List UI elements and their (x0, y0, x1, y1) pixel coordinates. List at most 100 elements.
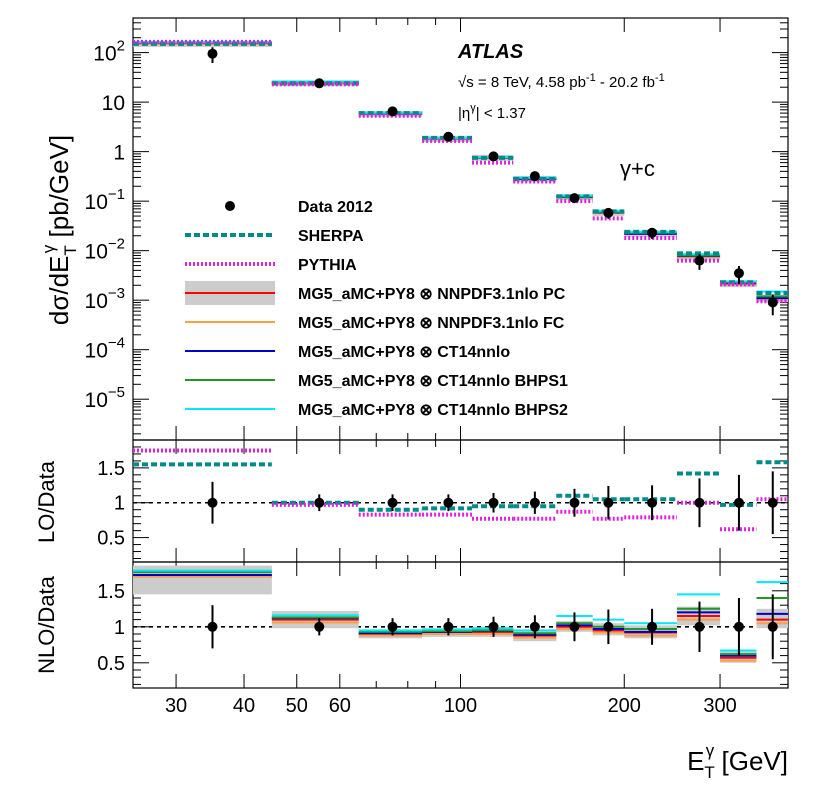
y-tick-label: 10−2 (85, 236, 125, 264)
nlo-data-point (488, 621, 499, 632)
lo-data-point (603, 497, 614, 508)
lo-data-point (767, 497, 778, 508)
y-tick-base: 10 (85, 191, 108, 214)
y-axis-title-nlo: NLO/Data (34, 575, 59, 674)
y-tick-label: 10−3 (85, 285, 125, 313)
legend-label: SHERPA (298, 228, 364, 245)
y-tick-base: 10 (102, 92, 125, 115)
x-axis-title: ETγ [GeV] (687, 741, 788, 782)
lo-data-point (647, 497, 658, 508)
nlo-data-point (767, 621, 778, 632)
data-point (733, 268, 744, 279)
lo-data-point (387, 497, 398, 508)
y-title-sub: T (61, 245, 80, 255)
experiment-label: ATLAS (457, 41, 524, 63)
lo-data-point (443, 497, 454, 508)
ratio-tick-label: 0.5 (97, 528, 125, 550)
y-tick-label: 10 (102, 92, 125, 115)
y-tick-exp: −4 (108, 335, 125, 352)
process-label: γ+c (620, 156, 655, 181)
y-tick-exp: −1 (108, 186, 125, 203)
x-title-sub: T (704, 763, 714, 782)
y-title-unit: [pb/GeV] (44, 135, 74, 245)
data-point (694, 255, 705, 266)
lo-data-point (314, 497, 325, 508)
legend-marker-data (225, 201, 235, 211)
y-tick-exp: −3 (108, 285, 125, 302)
legend-label: MG5_aMC+PY8 ⊗ CT14nnlo (298, 344, 510, 361)
nlo-ratio-panel: 30 40 50 60 100 200 300 0.5 1 1.5 (97, 561, 789, 717)
nlo-data-point (387, 621, 398, 632)
x-tick-label: 100 (444, 695, 477, 717)
x-title-main: E (687, 746, 704, 776)
nlo-data-point (569, 621, 580, 632)
data-point (488, 151, 499, 162)
y-title-main: dσ/dE (44, 256, 74, 326)
y-tick-base: 10 (85, 290, 108, 313)
legend-label: MG5_aMC+PY8 ⊗ NNPDF3.1nlo PC (298, 286, 566, 303)
data-point (603, 207, 614, 218)
ratio-tick-label: 0.5 (97, 653, 125, 675)
legend: Data 2012 SHERPA PYTHIA MG5_aMC+PY8 ⊗ NNPDF… (185, 199, 568, 419)
y-tick-exp: −2 (108, 236, 125, 253)
ratio-tick-label: 1 (114, 617, 125, 639)
x-tick-label: 40 (233, 695, 255, 717)
x-tick-label: 50 (286, 695, 308, 717)
y-tick-base: 10 (85, 340, 108, 363)
lumi-exp-1: -1 (586, 72, 596, 84)
y-tick-label: 10−4 (85, 335, 125, 363)
x-tick-label: 200 (608, 695, 641, 717)
y-axis-title-lo: LO/Data (34, 460, 59, 543)
ratio-tick-label: 1 (114, 493, 125, 515)
lumi-exp-2: -1 (655, 72, 665, 84)
legend-label: MG5_aMC+PY8 ⊗ CT14nnlo BHPS2 (298, 402, 568, 419)
energy-lumi-annotation: √s = 8 TeV, 4.58 pb-1 - 20.2 fb-1 (458, 72, 665, 91)
data-point (387, 106, 398, 117)
x-title-unit: [GeV] (714, 746, 788, 776)
y-tick-label: 10−1 (85, 186, 125, 214)
lo-data-point (733, 497, 744, 508)
lumi-separator: - 20.2 fb (596, 74, 655, 91)
data-point (767, 297, 778, 308)
ratio-tick-label: 1.5 (97, 458, 125, 480)
y-axis-title-top: dσ/dETγ [pb/GeV] (39, 135, 80, 325)
lo-data-point (488, 497, 499, 508)
eta-cut-sup: γ (470, 102, 476, 114)
nlo-data-point (603, 621, 614, 632)
data-point (529, 171, 540, 182)
nlo-data-point (314, 621, 325, 632)
nlo-data-point (207, 621, 218, 632)
nlo-data-point (647, 621, 658, 632)
lo-ratio-panel: 0.5 1 1.5 (97, 439, 789, 563)
nlo-data-point (733, 621, 744, 632)
y-title-sup: γ (39, 244, 58, 253)
sqrt-s-symbol: √s (458, 74, 474, 91)
x-tick-label: 60 (329, 695, 351, 717)
eta-cut-suffix: | < 1.37 (476, 105, 526, 122)
legend-label-data: Data 2012 (298, 199, 373, 216)
y-tick-label: 1 (113, 142, 125, 165)
lo-data-point (694, 497, 705, 508)
lo-data-point (529, 497, 540, 508)
y-tick-label: 102 (93, 38, 125, 66)
data-point (443, 131, 454, 142)
legend-label: MG5_aMC+PY8 ⊗ NNPDF3.1nlo FC (298, 315, 565, 332)
data-point (569, 193, 580, 204)
y-tick-base: 10 (93, 43, 116, 66)
x-title-sup: γ (706, 741, 715, 760)
lo-data-point (207, 497, 218, 508)
y-tick-base: 10 (85, 389, 108, 412)
y-tick-base: 1 (113, 142, 125, 165)
legend-label: MG5_aMC+PY8 ⊗ CT14nnlo BHPS1 (298, 373, 568, 390)
nlo-data-point (694, 621, 705, 632)
data-point (207, 48, 218, 59)
y-tick-base: 10 (85, 241, 108, 264)
y-tick-label: 10−5 (85, 384, 125, 412)
lo-data-point (569, 497, 580, 508)
y-tick-exp: 2 (117, 38, 125, 55)
data-point (314, 78, 325, 89)
ratio-tick-label: 1.5 (97, 581, 125, 603)
y-tick-exp: −5 (108, 384, 125, 401)
